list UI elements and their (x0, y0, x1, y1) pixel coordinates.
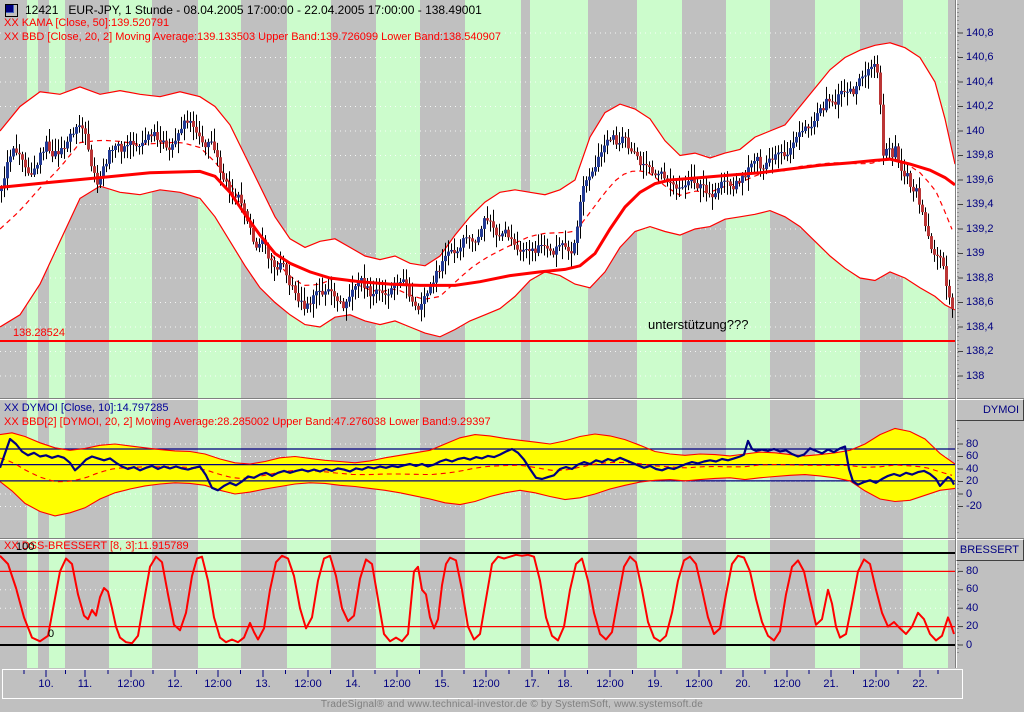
bressert-100-label: 100 (16, 541, 35, 553)
axis-ticks (957, 4, 963, 656)
axis-tick-label: 0 (966, 487, 973, 500)
axis-tick-label: 139,4 (966, 198, 994, 210)
time-tick-label: 12:00 (472, 678, 500, 690)
time-tick-label: 12:00 (294, 678, 322, 690)
axis-tick-label: 80 (966, 437, 979, 450)
bollinger-upper-line (0, 42, 955, 267)
bressert-panel[interactable] (0, 552, 955, 646)
time-tick-label: 21. (823, 678, 839, 690)
axis-tick-label: 139,6 (966, 173, 994, 186)
axis-tick-label: 138 (966, 369, 985, 382)
bollinger-band-area (0, 42, 955, 337)
axis-tick-label: -20 (966, 500, 982, 512)
axis-tick-label: 140,6 (966, 51, 994, 63)
axis-tick-label: 20 (966, 475, 979, 487)
axis-tick-label: 139,2 (966, 222, 994, 235)
dymoi-bbd-indicator-label[interactable]: XX BBD[2] [DYMOI, 20, 2] Moving Average:… (4, 416, 491, 428)
chart-window-icon[interactable] (5, 3, 18, 17)
kama-indicator-label[interactable]: XX KAMA [Close, 50]:139.520791 (4, 17, 170, 29)
panel-separators (0, 0, 1024, 668)
time-tick-label: 10. (38, 678, 54, 690)
time-tick-label: 11. (77, 678, 93, 690)
time-axis[interactable] (2, 669, 963, 699)
axis-tick-label: 139,8 (966, 149, 994, 161)
candlesticks (0, 55, 954, 322)
axis-tick-label: 138,2 (966, 345, 994, 357)
axis-tick-label: 80 (966, 564, 979, 577)
time-tick-label: 14. (345, 678, 361, 690)
time-tick-label: 13. (255, 678, 271, 690)
axis-tick-label: 40 (966, 462, 979, 475)
dymoi-band-area (0, 428, 955, 516)
time-tick-label: 17. (524, 678, 540, 690)
time-tick-label: 12:00 (685, 678, 713, 690)
axis-tick-label: 138,8 (966, 271, 994, 284)
time-ticks (23, 670, 939, 677)
chart-title-row: 12421 EUR-JPY, 1 Stunde - 08.04.2005 17:… (5, 3, 482, 17)
bressert-panel-button[interactable]: BRESSERT (956, 539, 1024, 561)
axis-tick-label: 140,4 (966, 75, 994, 88)
time-tick-label: 15. (434, 678, 450, 690)
axis-tick-label: 60 (966, 450, 979, 462)
support-annotation-text[interactable]: unterstützung??? (648, 317, 749, 332)
time-tick-label: 12:00 (773, 678, 801, 690)
price-panel[interactable] (0, 42, 955, 343)
footer-credit: TradeSignal® and www.technical-investor.… (320, 699, 704, 710)
dymoi-line (0, 437, 955, 492)
axis-tick-label: 40 (966, 601, 979, 614)
dymoi-panel[interactable] (0, 427, 955, 517)
axis-tick-label: 0 (966, 638, 973, 651)
bbd-indicator-label[interactable]: XX BBD [Close, 20, 2] Moving Average:139… (4, 31, 501, 43)
axis-tick-label: 138,4 (966, 320, 994, 333)
axis-tick-label: 140,8 (966, 26, 994, 39)
chart-title: 12421 EUR-JPY, 1 Stunde - 08.04.2005 17:… (25, 3, 482, 17)
time-tick-label: 22. (912, 678, 928, 690)
bollinger-lower-line (0, 185, 955, 338)
time-tick-label: 20. (735, 678, 751, 690)
axis-tick-label: 138,6 (966, 296, 994, 308)
time-tick-label: 12. (167, 678, 183, 690)
time-tick-label: 12:00 (204, 678, 232, 690)
bressert-indicator-label[interactable]: XX DSS-BRESSERT [8, 3]:11.915789 (4, 540, 189, 552)
time-tick-label: 12:00 (862, 678, 890, 690)
axis-tick-label: 140 (966, 124, 985, 137)
bressert-0-label: 0 (48, 628, 55, 640)
time-tick-label: 18. (557, 678, 573, 690)
dymoi-indicator-label[interactable]: XX DYMOI [Close, 10]:14.797285 (4, 402, 169, 414)
time-tick-label: 12:00 (383, 678, 411, 690)
time-tick-label: 12:00 (117, 678, 145, 690)
time-tick-label: 12:00 (596, 678, 624, 690)
axis-tick-label: 139 (966, 247, 985, 259)
support-price-label: 138.28524 (13, 327, 65, 340)
axis-tick-label: 140,2 (966, 100, 994, 112)
axis-tick-label: 20 (966, 620, 979, 633)
dymoi-panel-button[interactable]: DYMOI (956, 399, 1024, 421)
kama-line (0, 157, 955, 287)
axis-tick-label: 60 (966, 583, 979, 596)
bressert-line (0, 553, 955, 645)
time-tick-label: 19. (647, 678, 663, 690)
